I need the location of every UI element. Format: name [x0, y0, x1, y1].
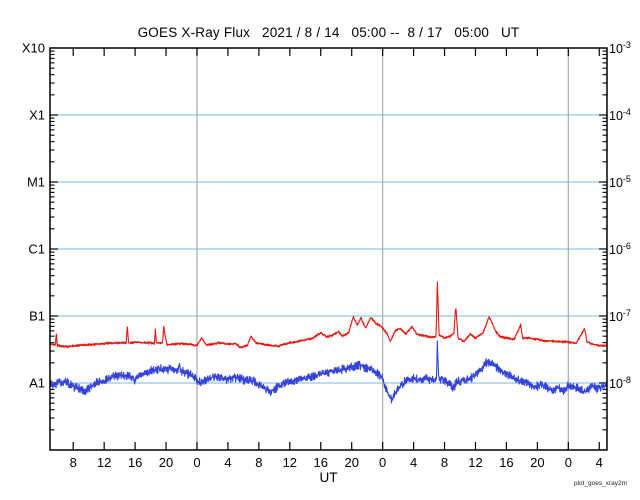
x-tick-label: 8 — [70, 455, 77, 470]
chart-title: GOES X-Ray Flux 2021 / 8 / 14 05:00 -- 8… — [137, 25, 520, 40]
x-axis-label: UT — [319, 470, 338, 485]
y-right-label-1e-7: 10-7 — [609, 308, 631, 324]
plot-frame — [49, 47, 608, 451]
y-left-label-M1: M1 — [27, 175, 45, 190]
x-tick-label: 20 — [344, 455, 358, 470]
x-tick-label: 16 — [128, 455, 142, 470]
x-tick-label: 12 — [468, 455, 482, 470]
x-tick-label: 12 — [97, 455, 111, 470]
y-left-label-C1: C1 — [28, 242, 45, 257]
x-tick-label: 20 — [530, 455, 544, 470]
y-right-label-1e-5: 10-5 — [609, 174, 631, 190]
y-left-label-B1: B1 — [29, 309, 45, 324]
x-tick-label: 4 — [410, 455, 417, 470]
y-right-label-1e-8: 10-8 — [609, 375, 631, 391]
xray-long-wavelength-line — [49, 281, 608, 349]
x-tick-label: 0 — [379, 455, 386, 470]
x-tick-label: 16 — [499, 455, 513, 470]
x-tick-label: 20 — [159, 455, 173, 470]
x-tick-label: 4 — [596, 455, 603, 470]
x-tick-label: 4 — [224, 455, 231, 470]
y-right-label-1e-4: 10-4 — [609, 107, 631, 123]
y-right-label-1e-3: 10-3 — [609, 40, 631, 56]
y-left-label-X10: X10 — [22, 41, 45, 56]
y-left-label-X1: X1 — [29, 108, 45, 123]
x-tick-label: 0 — [193, 455, 200, 470]
x-tick-label: 12 — [283, 455, 297, 470]
x-tick-label: 0 — [565, 455, 572, 470]
x-tick-label: 8 — [255, 455, 262, 470]
y-left-label-A1: A1 — [29, 376, 45, 391]
y-right-label-1e-6: 10-6 — [609, 241, 631, 257]
watermark: plot_goes_xray2m — [573, 480, 627, 487]
x-tick-label: 8 — [441, 455, 448, 470]
xray-short-wavelength-line — [49, 340, 608, 404]
x-tick-label: 16 — [314, 455, 328, 470]
